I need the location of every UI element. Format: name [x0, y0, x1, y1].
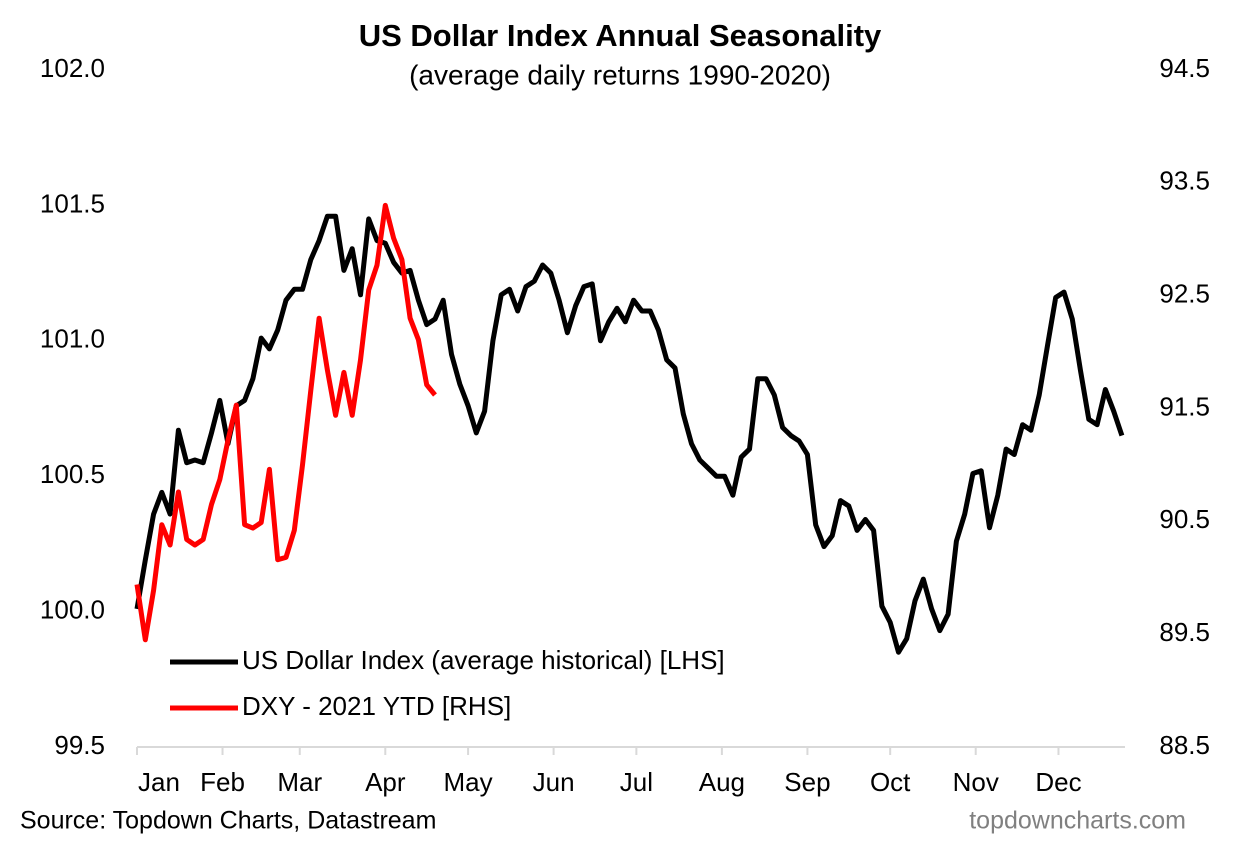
- x-tick-label: Nov: [953, 767, 999, 797]
- x-tick-label: May: [444, 767, 493, 797]
- y2-tick-label: 93.5: [1159, 166, 1210, 196]
- x-tick-label: Feb: [200, 767, 245, 797]
- y2-tick-label: 92.5: [1159, 279, 1210, 309]
- watermark: topdowncharts.com: [969, 807, 1186, 835]
- source: Source: Topdown Charts, Datastream: [20, 807, 436, 835]
- y-tick-label: 101.5: [40, 188, 105, 218]
- x-tick-label: Jul: [620, 767, 653, 797]
- y-tick-label: 99.5: [54, 730, 105, 760]
- legend-label: US Dollar Index (average historical) [LH…: [242, 645, 725, 675]
- y-tick-label: 102.0: [40, 53, 105, 83]
- chart-title: US Dollar Index Annual Seasonality: [359, 18, 882, 53]
- y2-tick-label: 88.5: [1159, 730, 1210, 760]
- y2-tick-label: 94.5: [1159, 53, 1210, 83]
- x-tick-label: Jun: [533, 767, 575, 797]
- chart-subtitle: (average daily returns 1990-2020): [409, 59, 831, 90]
- series-line: [134, 202, 437, 643]
- y2-tick-label: 89.5: [1159, 617, 1210, 647]
- x-tick-label: Oct: [870, 767, 911, 797]
- legend-label: DXY - 2021 YTD [RHS]: [242, 691, 511, 721]
- x-tick-label: Jan: [138, 767, 180, 797]
- x-tick-label: Aug: [699, 767, 745, 797]
- y2-tick-label: 91.5: [1159, 391, 1210, 421]
- x-tick-label: Mar: [277, 767, 322, 797]
- x-tick-label: Apr: [365, 767, 406, 797]
- series-line: [134, 213, 1125, 655]
- y-tick-label: 101.0: [40, 324, 105, 354]
- x-tick-label: Sep: [784, 767, 830, 797]
- y2-tick-label: 90.5: [1159, 504, 1210, 534]
- y-tick-label: 100.5: [40, 459, 105, 489]
- x-tick-label: Dec: [1035, 767, 1081, 797]
- y-tick-label: 100.0: [40, 594, 105, 624]
